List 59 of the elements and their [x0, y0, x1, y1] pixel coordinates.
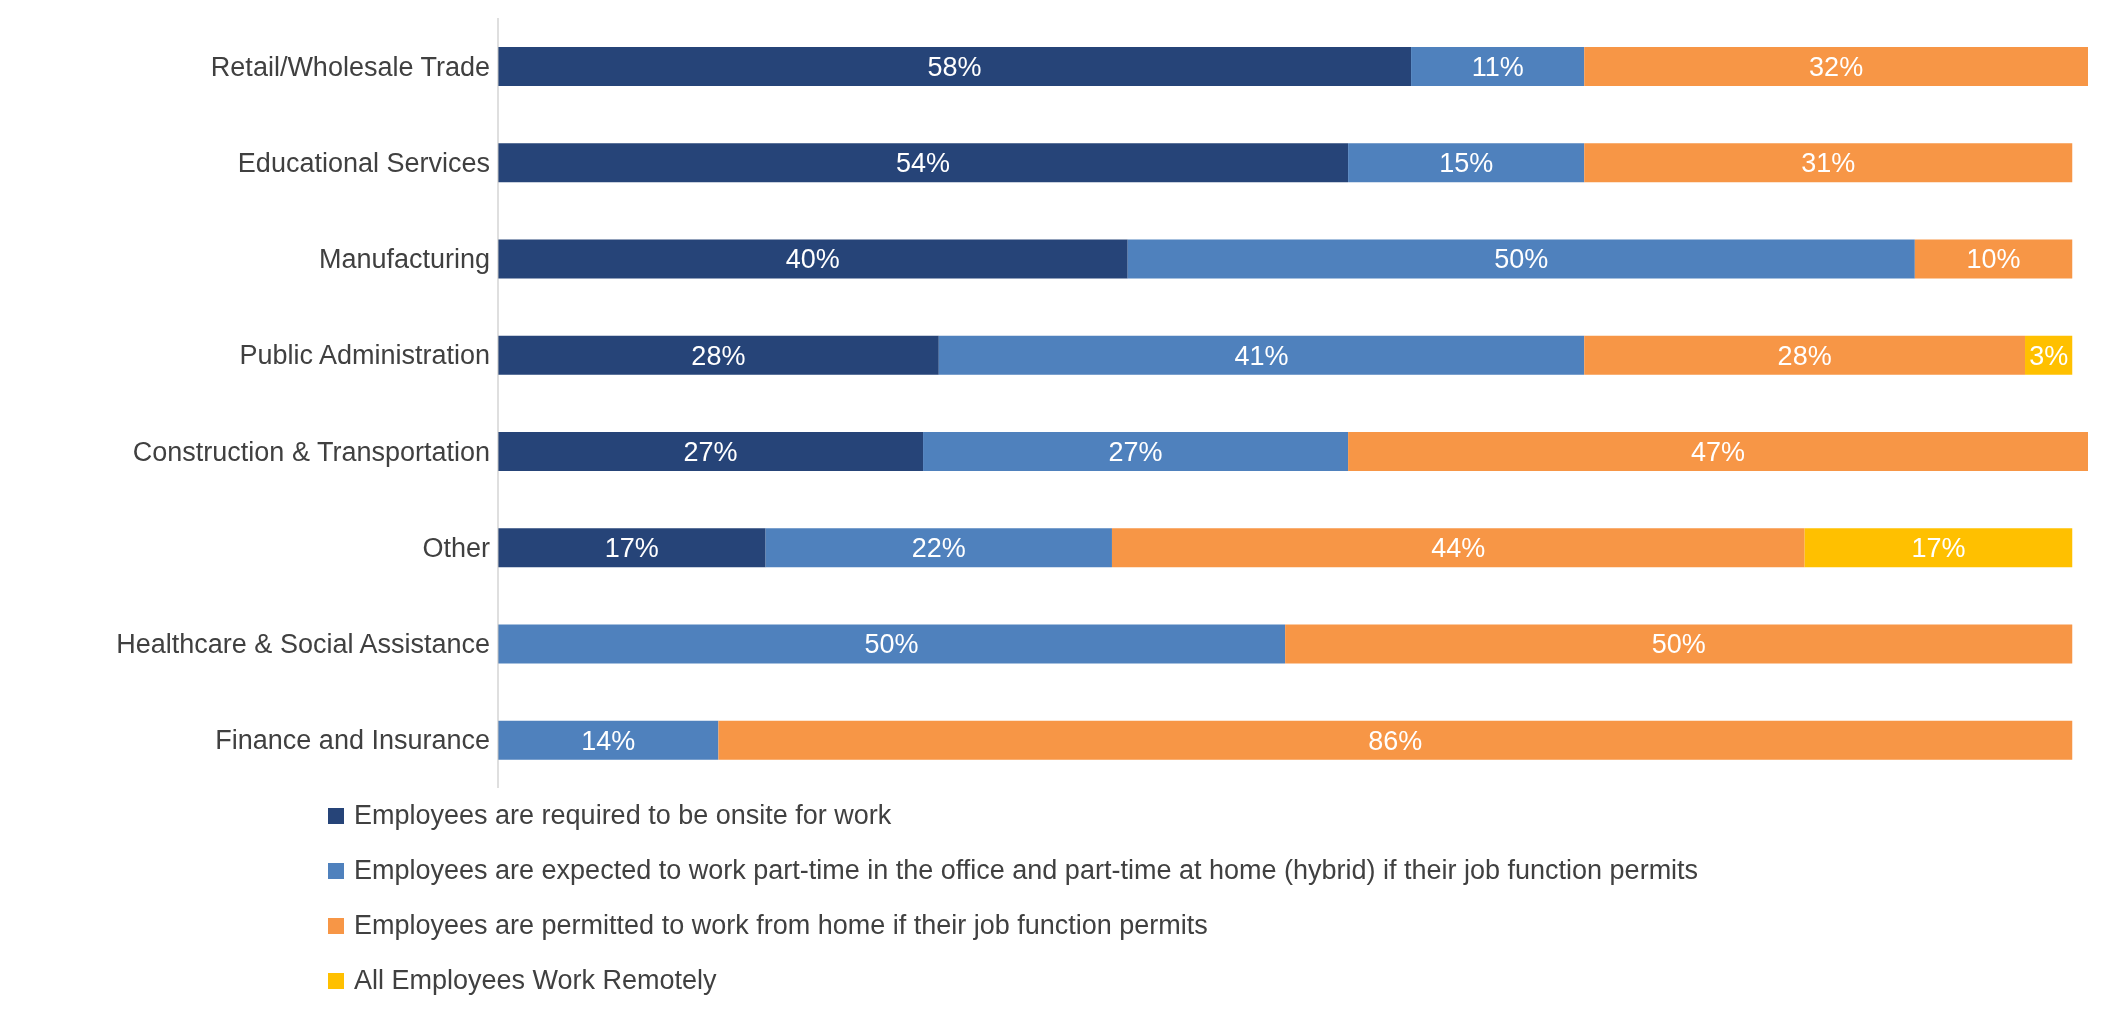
bar [1914, 239, 2073, 279]
data-label: 58% [927, 51, 982, 82]
bar [498, 720, 719, 760]
y-tick-label: Construction & Transportation [132, 436, 490, 467]
data-label: 40% [785, 244, 840, 275]
data-label: 47% [1691, 436, 1746, 467]
y-tick-label: Healthcare & Social Assistance [116, 629, 490, 660]
data-label: 15% [1439, 148, 1494, 179]
y-tick-label: Other [422, 532, 490, 563]
data-label: 10% [1966, 244, 2021, 275]
legend-label: All Employees Work Remotely [354, 965, 717, 996]
bar [498, 335, 939, 375]
data-label: 14% [581, 725, 636, 756]
y-tick-label: Retail/Wholesale Trade [210, 51, 490, 82]
bar [1584, 46, 2088, 86]
bar [1348, 143, 1585, 183]
data-label: 11% [1471, 51, 1524, 82]
bar [923, 431, 1349, 471]
bar [1348, 431, 2088, 471]
y-tick-label: Manufacturing [318, 244, 490, 275]
data-label: 31% [1801, 148, 1856, 179]
bar [498, 46, 1412, 86]
bar [1584, 143, 2073, 183]
legend-label: Employees are permitted to work from home if their job function permits [354, 910, 1208, 941]
data-label: 27% [1108, 436, 1163, 467]
data-label: 28% [691, 340, 746, 371]
bar [1111, 528, 1805, 568]
bar [1411, 46, 1585, 86]
data-label: 86% [1368, 725, 1423, 756]
y-tick-label: Finance and Insurance [215, 725, 490, 756]
bar [498, 143, 1349, 183]
bar [498, 624, 1286, 664]
data-label: 50% [864, 629, 919, 660]
bar [718, 720, 2073, 760]
bar [1127, 239, 1915, 279]
bar [1584, 335, 2026, 375]
data-label: 50% [1494, 244, 1549, 275]
bar [498, 528, 766, 568]
data-label: 17% [604, 533, 659, 564]
y-tick-label: Public Administration [239, 340, 490, 371]
data-label: 41% [1234, 340, 1289, 371]
data-label: 28% [1777, 340, 1832, 371]
bar [498, 239, 1128, 279]
data-label: 17% [1911, 533, 1966, 564]
data-label: 32% [1809, 51, 1864, 82]
data-label: 50% [1651, 629, 1706, 660]
data-label: 54% [896, 148, 951, 179]
data-label: 3% [2029, 340, 2069, 371]
bar [1285, 624, 2073, 664]
data-label: 27% [683, 436, 738, 467]
data-label: 44% [1431, 533, 1486, 564]
data-label: 22% [911, 533, 966, 564]
bar [498, 431, 924, 471]
bar [765, 528, 1112, 568]
legend-label: Employees are expected to work part-time in the office and part-time at home (hybrid) if their job function permits [354, 855, 1699, 886]
bar [938, 335, 1585, 375]
bar [1804, 528, 2073, 568]
legend-label: Employees are required to be onsite for work [354, 800, 892, 831]
y-tick-label: Educational Services [237, 147, 490, 178]
